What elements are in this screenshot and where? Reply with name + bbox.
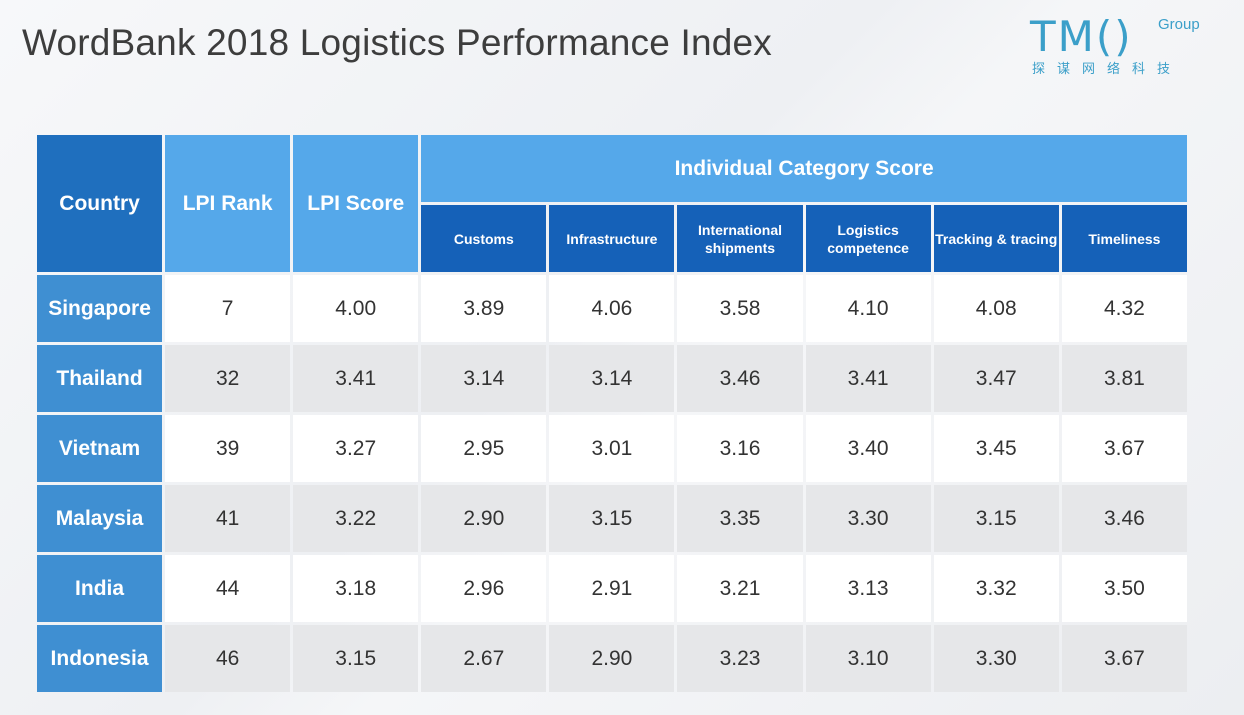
table-row: Thailand 32 3.41 3.14 3.14 3.46 3.41 3.47 3.81 — [37, 345, 1187, 412]
lpi-rank-cell: 7 — [165, 275, 291, 342]
page-title: WordBank 2018 Logistics Performance Inde… — [22, 22, 772, 63]
category-score-cell: 3.14 — [549, 345, 675, 412]
category-score-cell: 3.89 — [421, 275, 547, 342]
header-international-shipments: International shipments — [677, 205, 803, 272]
category-score-cell: 3.13 — [805, 555, 931, 622]
category-score-cell: 3.15 — [549, 485, 675, 552]
category-score-cell: 3.30 — [805, 485, 931, 552]
category-score-cell: 2.90 — [421, 485, 547, 552]
country-cell: Singapore — [37, 275, 163, 342]
category-score-cell: 3.01 — [549, 415, 675, 482]
country-cell: Indonesia — [37, 625, 163, 692]
country-cell: Thailand — [37, 345, 163, 412]
category-score-cell: 3.41 — [805, 345, 931, 412]
category-score-cell: 2.90 — [549, 625, 675, 692]
header-lpi-score: LPI Score — [293, 135, 419, 272]
category-score-cell: 3.35 — [677, 485, 803, 552]
category-score-cell: 4.10 — [805, 275, 931, 342]
category-score-cell: 3.81 — [1061, 345, 1187, 412]
company-logo: TM() Group 探谋网络科技 — [1030, 14, 1230, 78]
category-score-cell: 3.46 — [677, 345, 803, 412]
category-score-cell: 3.50 — [1061, 555, 1187, 622]
category-score-cell: 4.06 — [549, 275, 675, 342]
category-score-cell: 3.67 — [1061, 415, 1187, 482]
category-score-cell: 3.32 — [933, 555, 1059, 622]
lpi-score-cell: 3.22 — [293, 485, 419, 552]
lpi-score-cell: 3.15 — [293, 625, 419, 692]
lpi-score-cell: 3.18 — [293, 555, 419, 622]
lpi-score-cell: 4.00 — [293, 275, 419, 342]
category-score-cell: 3.10 — [805, 625, 931, 692]
lpi-rank-cell: 44 — [165, 555, 291, 622]
logo-chinese-name: 探谋网络科技 — [1032, 61, 1183, 76]
category-score-cell: 3.67 — [1061, 625, 1187, 692]
category-score-cell: 2.91 — [549, 555, 675, 622]
country-cell: India — [37, 555, 163, 622]
header-timeliness: Timeliness — [1061, 205, 1187, 272]
logo-group-label: Group — [1158, 16, 1200, 33]
lpi-score-cell: 3.27 — [293, 415, 419, 482]
category-score-cell: 3.58 — [677, 275, 803, 342]
header-country: Country — [37, 135, 163, 272]
lpi-table: Country LPI Rank LPI Score Individual Ca… — [34, 132, 1190, 695]
category-score-cell: 3.45 — [933, 415, 1059, 482]
lpi-rank-cell: 41 — [165, 485, 291, 552]
category-score-cell: 3.47 — [933, 345, 1059, 412]
header-infrastructure: Infrastructure — [549, 205, 675, 272]
category-score-cell: 3.23 — [677, 625, 803, 692]
table-row: Indonesia 46 3.15 2.67 2.90 3.23 3.10 3.30 3.67 — [37, 625, 1187, 692]
category-score-cell: 2.67 — [421, 625, 547, 692]
category-score-cell: 2.96 — [421, 555, 547, 622]
lpi-rank-cell: 32 — [165, 345, 291, 412]
header-customs: Customs — [421, 205, 547, 272]
logo-wordmark: TM() — [1030, 12, 1133, 61]
table-row: Malaysia 41 3.22 2.90 3.15 3.35 3.30 3.15 3.46 — [37, 485, 1187, 552]
category-score-cell: 3.15 — [933, 485, 1059, 552]
category-score-cell: 4.08 — [933, 275, 1059, 342]
country-cell: Vietnam — [37, 415, 163, 482]
lpi-score-cell: 3.41 — [293, 345, 419, 412]
category-score-cell: 3.21 — [677, 555, 803, 622]
category-score-cell: 2.95 — [421, 415, 547, 482]
table-row: Vietnam 39 3.27 2.95 3.01 3.16 3.40 3.45 3.67 — [37, 415, 1187, 482]
header-individual-category-score: Individual Category Score — [421, 135, 1187, 202]
table-row: India 44 3.18 2.96 2.91 3.21 3.13 3.32 3.50 — [37, 555, 1187, 622]
category-score-cell: 3.14 — [421, 345, 547, 412]
category-score-cell: 3.30 — [933, 625, 1059, 692]
header-lpi-rank: LPI Rank — [165, 135, 291, 272]
country-cell: Malaysia — [37, 485, 163, 552]
header-tracking-tracing: Tracking & tracing — [933, 205, 1059, 272]
category-score-cell: 3.46 — [1061, 485, 1187, 552]
category-score-cell: 3.40 — [805, 415, 931, 482]
table-row: Singapore 7 4.00 3.89 4.06 3.58 4.10 4.08 4.32 — [37, 275, 1187, 342]
table-body: Singapore 7 4.00 3.89 4.06 3.58 4.10 4.08 4.32 Th… — [37, 275, 1187, 692]
category-score-cell: 3.16 — [677, 415, 803, 482]
lpi-rank-cell: 39 — [165, 415, 291, 482]
header-logistics-competence: Logistics competence — [805, 205, 931, 272]
lpi-rank-cell: 46 — [165, 625, 291, 692]
category-score-cell: 4.32 — [1061, 275, 1187, 342]
